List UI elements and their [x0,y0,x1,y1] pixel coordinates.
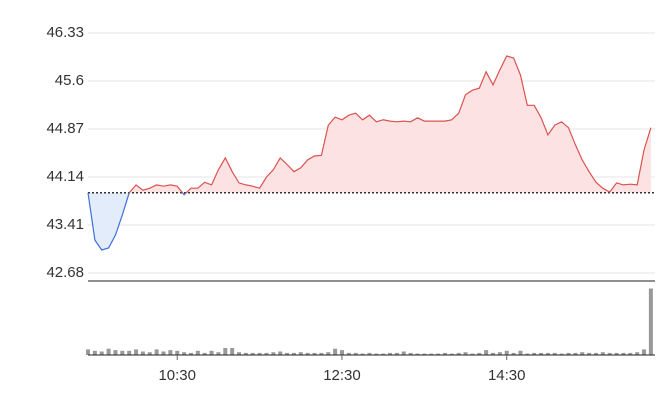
volume-bar [552,352,557,355]
volume-bar [175,350,180,355]
volume-bar [593,352,598,355]
volume-bar [491,352,495,355]
y-tick-label: 43.41 [46,216,84,233]
volume-bar [319,352,324,355]
y-tick-label: 46.33 [46,24,84,41]
volume-bar [140,351,145,355]
volume-bar [477,352,482,355]
y-tick-label: 42.68 [46,264,84,281]
volume-bar [415,353,420,355]
volume-bar [333,348,338,355]
volume-bar [573,352,578,355]
volume-bar [422,353,427,355]
volume-bar [257,352,262,355]
volume-bar [223,348,228,355]
volume-bar [147,352,152,355]
volume-bar [92,350,97,355]
volume-bar [367,352,372,355]
volume-bar [250,352,255,355]
volume-bar [470,353,475,355]
volume-bar [628,352,633,355]
volume-bar [566,352,571,355]
volume-bar [587,352,592,355]
volume-bar [285,352,290,355]
volume-bar [539,352,544,355]
volume-bar [291,352,296,355]
volume-bar [113,350,118,355]
volume-bar [360,353,365,355]
volume-bar [298,352,303,355]
volume-bar [168,350,173,355]
volume-bar [271,352,276,355]
volume-bar [621,352,626,355]
volume-bar [374,353,379,355]
volume-bar [209,350,214,355]
volume-bar [545,352,550,355]
y-tick-label: 44.14 [46,168,84,185]
volume-bar [230,348,235,355]
volume-bar [600,352,605,355]
volume-bar [449,353,454,355]
volume-bar [463,352,468,355]
volume-bar [429,353,434,355]
volume-bar [436,353,441,355]
volume-bar [106,348,111,355]
volume-bar [635,352,640,355]
volume-bar [532,352,537,355]
volume-bar [353,352,358,355]
y-tick-label: 45.6 [55,72,84,89]
volume-bar [188,352,193,355]
volume-bar [381,353,386,355]
volume-bar [388,352,393,355]
volume-bar [195,350,200,355]
volume-bar [154,349,159,355]
price-area [88,56,651,250]
volume-bar [614,352,619,355]
x-tick-label: 14:30 [488,367,526,384]
x-tick-label: 10:30 [158,367,196,384]
volume-bar [484,350,489,355]
volume-bar [99,351,104,355]
volume-bar [525,353,530,355]
volume-bar [607,352,612,355]
volume-bar [120,350,125,355]
volume-bar [497,352,502,355]
volume-bar [648,288,653,355]
volume-bar [401,351,406,355]
volume-bar [202,352,207,355]
volume-bar [394,352,399,355]
volume-bar [580,352,585,355]
volume-bar [339,350,344,355]
volume-bar [511,352,516,355]
volume-bar [456,352,461,355]
volume-bar [134,349,139,355]
volume-bar [278,351,283,355]
volume-bar [408,352,413,355]
volume-bar [326,352,331,355]
volume-bar [243,352,248,355]
volume-bar [312,352,317,355]
volume-bar [642,349,647,355]
volume-bar [559,353,564,355]
volume-bar [442,352,447,355]
volume-bar [237,352,242,355]
volume-bar [216,352,221,355]
volume-bar [182,352,187,355]
x-tick-label: 12:30 [323,367,361,384]
volume-bar [264,352,269,355]
volume-bar [161,351,166,355]
volume-bar [504,350,509,355]
volume-bar [518,350,523,355]
volume-bar [127,350,132,355]
y-tick-label: 44.87 [46,120,84,137]
volume-bar [86,349,90,355]
volume-bar [346,352,351,355]
price-line [87,55,652,251]
volume-bar [305,352,310,355]
